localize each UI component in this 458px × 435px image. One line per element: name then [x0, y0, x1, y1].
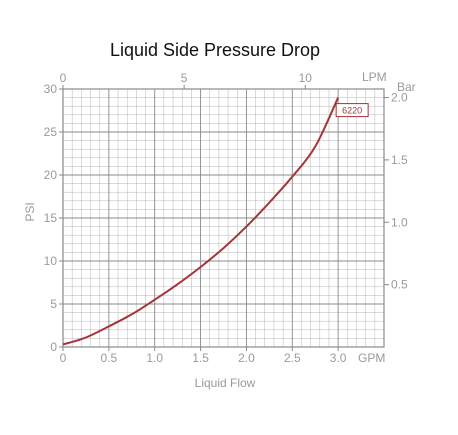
y-tick-label: 10 — [44, 254, 58, 268]
x-tick-label: 0 — [60, 351, 67, 365]
y-tick-label: 5 — [50, 297, 57, 311]
y-tick-label: 0 — [50, 340, 57, 354]
y-right-tick-label: 2.0 — [391, 91, 408, 105]
y-tick-label: 30 — [44, 82, 58, 96]
series-label: 6220 — [342, 106, 362, 116]
y-tick-label: 20 — [44, 168, 58, 182]
y-right-tick-label: 0.5 — [391, 278, 408, 292]
y-tick-labels: 0 5 10 15 20 25 30 — [44, 82, 58, 354]
x-top-tick-label: 10 — [299, 71, 313, 85]
y-right-unit-label: Bar — [397, 80, 416, 94]
x-tick-label: 1.0 — [146, 351, 163, 365]
tick-marks — [59, 85, 389, 351]
y-tick-label: 25 — [44, 125, 58, 139]
x-axis-label: Liquid Flow — [195, 376, 256, 390]
x-tick-label: 0.5 — [101, 351, 118, 365]
x-top-tick-label: 5 — [181, 71, 188, 85]
x-tick-label: 2.0 — [238, 351, 255, 365]
major-grid — [63, 89, 384, 347]
x-tick-label: 2.5 — [284, 351, 301, 365]
y-right-tick-labels: 0.5 1.0 1.5 2.0 — [391, 91, 408, 292]
y-tick-label: 15 — [44, 211, 58, 225]
chart-title: Liquid Side Pressure Drop — [110, 40, 320, 60]
y-right-tick-label: 1.5 — [391, 153, 408, 167]
x-tick-labels: 0 0.5 1.0 1.5 2.0 2.5 3.0 — [60, 351, 347, 365]
series-layer: 6220 — [62, 97, 369, 346]
x-top-unit-label: LPM — [362, 70, 387, 84]
series-line-6220 — [62, 97, 340, 346]
x-top-tick-label: 0 — [60, 71, 67, 85]
series-label-box — [335, 103, 369, 118]
x-tick-label: 3.0 — [330, 351, 347, 365]
y-right-tick-label: 1.0 — [391, 215, 408, 229]
x-unit-label: GPM — [358, 351, 385, 365]
x-tick-label: 1.5 — [192, 351, 209, 365]
x-top-tick-labels: 0 5 10 — [60, 71, 313, 85]
y-axis-label: PSI — [23, 202, 37, 221]
